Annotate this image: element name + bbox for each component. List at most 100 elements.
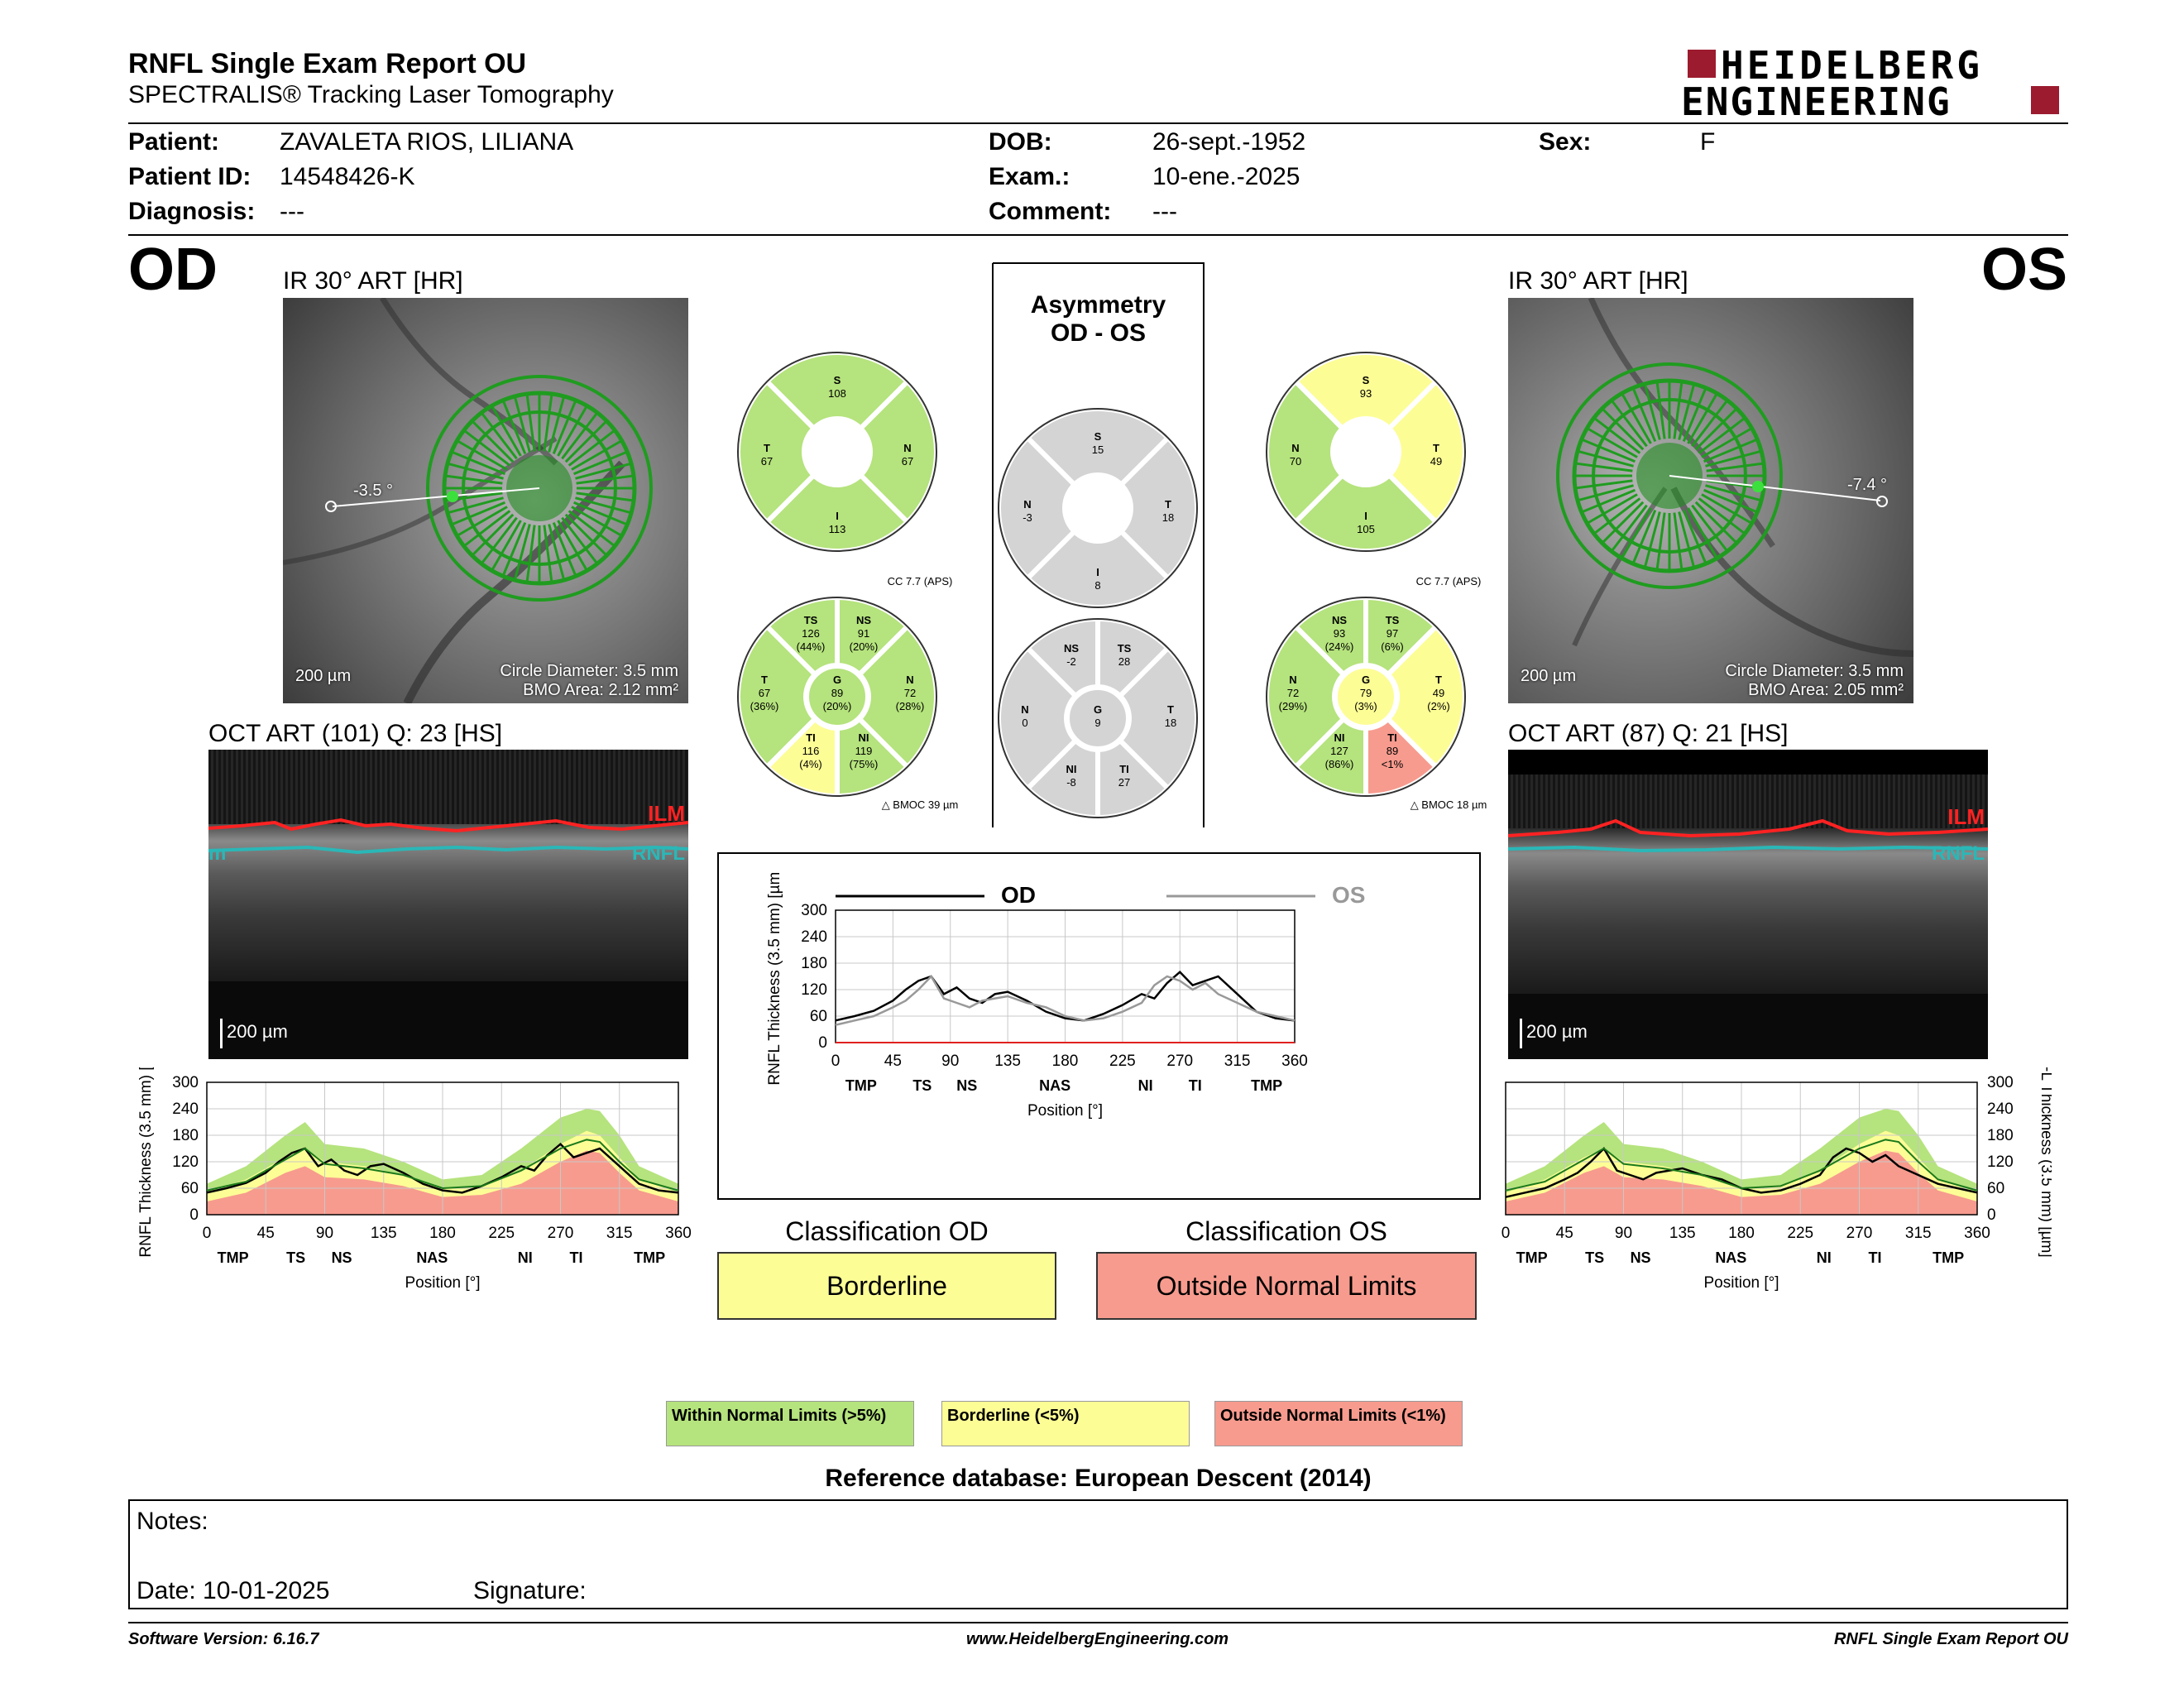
notes-label: Notes:	[136, 1508, 208, 1535]
asym-s-ns-value: -2	[1066, 655, 1076, 668]
od-oct-bscan: ILM RNFL m 200 µm	[208, 750, 688, 1059]
os-q-n-value: 70	[1290, 455, 1301, 468]
od-s-ti-percent: (4%)	[799, 758, 821, 770]
asym-s-ns-name: NS	[1064, 642, 1079, 655]
asym-s-ni-value: -8	[1066, 776, 1076, 789]
os-s-ni-name: NI	[1334, 731, 1345, 744]
os-s-ns-name: NS	[1332, 614, 1347, 626]
x-tick-label: 270	[1846, 1225, 1873, 1242]
od-q-n-name: N	[903, 442, 911, 454]
x-tick-label: 225	[488, 1225, 515, 1242]
od-s-g-percent: (20%)	[823, 700, 852, 712]
sector-label: NS	[332, 1249, 352, 1266]
sector-label: TS	[1585, 1249, 1604, 1266]
od-q-s-value: 108	[828, 387, 846, 400]
asym-q-n-value: -3	[1023, 511, 1032, 524]
sector-label: NS	[956, 1077, 977, 1094]
asym-q-s-name: S	[1094, 430, 1102, 443]
series-line-od	[835, 970, 1296, 1022]
y-tick-label: 0	[818, 1034, 827, 1052]
os-oct-bscan: ILM RNFL 200 µm	[1508, 750, 1988, 1059]
os-bmo-area: BMO Area: 2.05 mm²	[1748, 681, 1904, 699]
os-bmoc-label: △ BMOC 18 µm	[1410, 798, 1487, 811]
sector-label: TMP	[218, 1249, 249, 1266]
x-tick-label: 90	[941, 1053, 959, 1070]
y-tick-label: 0	[1987, 1206, 1996, 1224]
od-ilm-label: ILM	[648, 801, 685, 826]
y-tick-label: 0	[189, 1206, 199, 1224]
legend-within-normal: Within Normal Limits (>5%)	[666, 1401, 914, 1446]
os-q-n-name: N	[1291, 442, 1299, 454]
od-s-ni-percent: (75%)	[850, 758, 879, 770]
od-scale-label: 200 µm	[295, 667, 352, 685]
asym-quadrant-circle: S15 N-3 T18 I8	[996, 406, 1200, 610]
od-s-ts-name: TS	[804, 614, 818, 626]
y-tick-label: 180	[1987, 1127, 2014, 1144]
os-scale-label: 200 µm	[1521, 667, 1577, 685]
x-tick-label: 90	[1615, 1225, 1632, 1242]
x-tick-label: 360	[1281, 1053, 1308, 1070]
dob-value: 26-sept.-1952	[1152, 128, 1306, 156]
series-line-os	[1505, 1146, 1978, 1198]
x-tick-label: 270	[548, 1225, 574, 1242]
y-tick-label: 240	[1987, 1101, 2014, 1118]
os-s-t-percent: (2%)	[1427, 700, 1449, 712]
sector-global	[806, 665, 869, 728]
diagnosis-label: Diagnosis:	[128, 198, 256, 225]
footer-website[interactable]: www.HeidelbergEngineering.com	[966, 1630, 1229, 1648]
asym-q-i-name: I	[1096, 566, 1099, 578]
od-fundus-image: -3.5 ° 200 µm Circle Diameter: 3.5 mm BM…	[283, 298, 688, 703]
sector-label: TMP	[1516, 1249, 1548, 1266]
notes-signature: Signature:	[473, 1577, 587, 1604]
od-s-t-value: 67	[759, 687, 770, 699]
os-fundus-image: -7.4 ° 200 µm Circle Diameter: 3.5 mm BM…	[1508, 298, 1913, 703]
os-s-n-name: N	[1289, 674, 1296, 686]
y-tick-label: 240	[172, 1101, 199, 1118]
asym-s-ts-name: TS	[1118, 642, 1132, 655]
sector-label: TS	[286, 1249, 305, 1266]
os-s-ts-value: 97	[1387, 627, 1398, 640]
os-s-ni-value: 127	[1330, 745, 1348, 757]
os-s-ts-name: TS	[1386, 614, 1400, 626]
sector-label: TI	[1189, 1077, 1202, 1094]
x-axis-label: Position [°]	[405, 1274, 480, 1292]
series-line-od	[206, 1142, 679, 1194]
y-tick-label: 300	[801, 902, 827, 919]
os-ir-label: IR 30° ART [HR]	[1508, 267, 1688, 295]
od-s-ts-value: 126	[802, 627, 820, 640]
od-os-comparison-chart: 0 60 120 180 240 300 0 45 90 135 180 225 270 315 360 TM…	[766, 873, 1365, 1120]
os-s-ni-percent: (86%)	[1325, 758, 1354, 770]
legend-os-label: OS	[1332, 882, 1365, 908]
normative-mean-line	[1505, 1139, 1978, 1192]
asym-q-i-value: 8	[1094, 579, 1100, 592]
dob-label: DOB:	[989, 128, 1052, 156]
sector-diagrams: S108T67N67I113S93N70T49I105S15N-3T18I8TS…	[735, 262, 1487, 827]
os-q-s-name: S	[1363, 374, 1370, 386]
sector-label: NI	[518, 1249, 533, 1266]
classification-os-badge: Outside Normal Limits	[1096, 1252, 1477, 1320]
os-s-ns-percent: (24%)	[1325, 640, 1354, 653]
x-axis-label: Position [°]	[1027, 1102, 1103, 1120]
od-s-t-percent: (36%)	[750, 700, 779, 712]
asym-q-t-value: 18	[1162, 511, 1174, 524]
os-rnfl-label: RNFL	[1932, 842, 1985, 865]
x-tick-label: 135	[994, 1053, 1021, 1070]
os-s-ns-value: 93	[1334, 627, 1345, 640]
x-tick-label: 90	[316, 1225, 333, 1242]
asymmetry-title: Asymmetry OD - OS	[1030, 291, 1166, 347]
y-tick-label: 60	[810, 1008, 827, 1025]
os-s-g-name: G	[1362, 674, 1370, 686]
series-line-os	[835, 974, 1296, 1026]
os-q-s-value: 93	[1360, 387, 1372, 400]
asym-s-t-value: 18	[1165, 717, 1176, 729]
patient-id-value: 14548426-K	[280, 163, 415, 190]
sector-label: TI	[1869, 1249, 1882, 1266]
notes-box[interactable]: Notes: Date: 10-01-2025 Signature:	[128, 1499, 2068, 1609]
os-cc-label: CC 7.7 (APS)	[1416, 575, 1482, 587]
os-eye-label: OS	[1981, 237, 2068, 303]
asym-s-ti-name: TI	[1119, 763, 1129, 775]
report-subtitle: SPECTRALIS® Tracking Laser Tomography	[128, 81, 614, 108]
